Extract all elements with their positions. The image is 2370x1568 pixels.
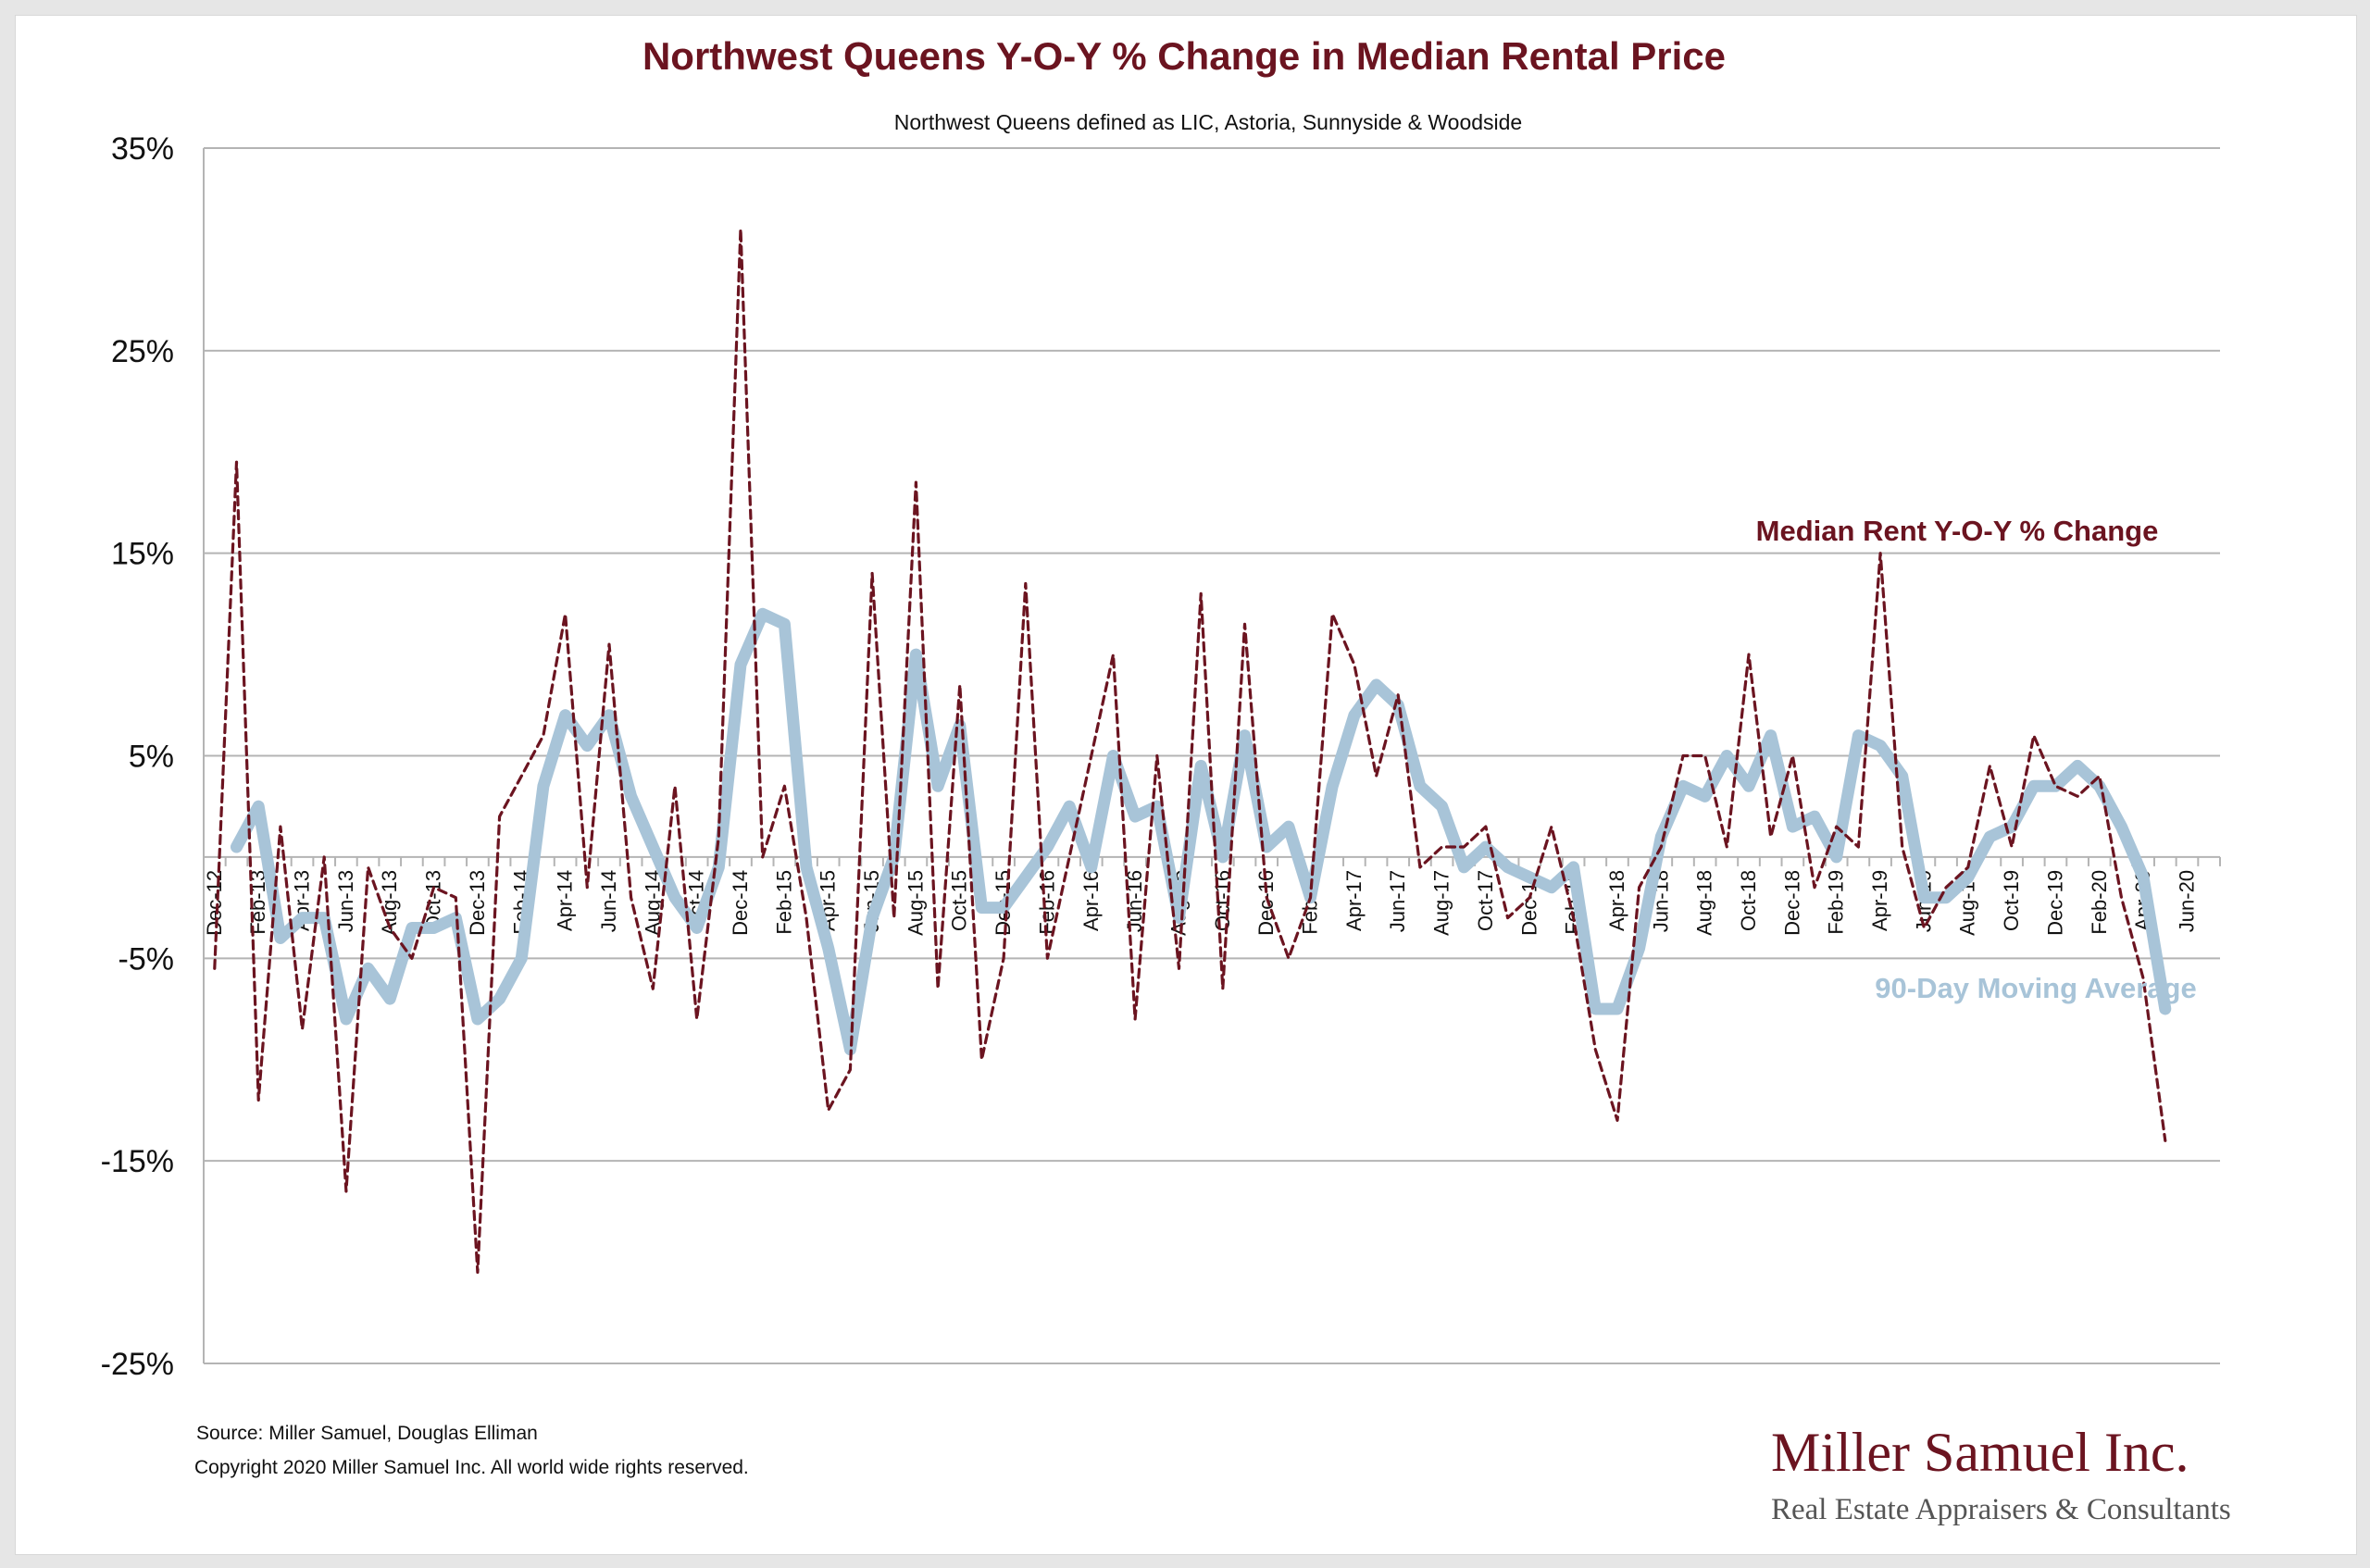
series-lines <box>213 227 2172 1275</box>
x-tick-label: Dec-16 <box>1254 870 1278 936</box>
y-tick-label: 35% <box>111 131 174 167</box>
x-tick-label: Aug-17 <box>1430 870 1453 936</box>
source-text: Source: Miller Samuel, Douglas Elliman <box>196 1423 538 1444</box>
x-tick-label: Aug-15 <box>904 870 927 936</box>
x-tick-label: Oct-16 <box>1211 870 1234 931</box>
x-tick-label: Oct-15 <box>948 870 971 931</box>
x-tick-label: Dec-18 <box>1780 870 1803 936</box>
series-line-median-rent <box>213 227 2167 1275</box>
x-tick-label: Jun-20 <box>2175 870 2198 932</box>
chart-svg: Northwest Queens Y-O-Y % Change in Media… <box>101 34 2231 1526</box>
x-tick-label: Jun-14 <box>597 870 620 932</box>
chart-frame: Northwest Queens Y-O-Y % Change in Media… <box>15 15 2357 1555</box>
x-tick-label: Apr-19 <box>1868 870 1891 931</box>
annotation-median-rent: Median Rent Y-O-Y % Change <box>1756 515 2159 547</box>
x-tick-label: Dec-14 <box>729 870 752 936</box>
x-tick-label: Dec-12 <box>203 870 226 936</box>
y-tick-label: 25% <box>111 334 174 369</box>
x-tick-label: Apr-14 <box>554 870 577 931</box>
chart-title: Northwest Queens Y-O-Y % Change in Media… <box>642 34 1726 78</box>
gridlines <box>203 147 2220 1364</box>
y-tick-label: 15% <box>111 537 174 572</box>
x-tick-label: Feb-20 <box>2088 870 2111 935</box>
x-tick-label: Feb-16 <box>1035 870 1058 935</box>
x-tick-label: Feb-15 <box>772 870 795 935</box>
x-tick-label: Dec-19 <box>2043 870 2066 936</box>
y-tick-label: -5% <box>118 941 174 977</box>
x-tick-label: Aug-14 <box>641 870 664 936</box>
annotation-moving-average: 90-Day Moving Average <box>1875 972 2196 1004</box>
copyright-text: Copyright 2020 Miller Samuel Inc. All wo… <box>194 1457 749 1478</box>
x-tick-label: Apr-18 <box>1605 870 1628 931</box>
x-tick-label: Apr-16 <box>1079 870 1103 931</box>
y-tick-label: -15% <box>101 1144 174 1179</box>
series-line-moving-average <box>231 607 2172 1056</box>
x-tick-label: Feb-19 <box>1825 870 1848 935</box>
x-tick-label: Dec-13 <box>466 870 489 936</box>
x-tick-label: Oct-19 <box>2000 870 2023 931</box>
y-tick-label: 5% <box>129 740 174 775</box>
x-tick-label: Oct-18 <box>1737 870 1760 931</box>
x-tick-label: Aug-18 <box>1693 870 1716 936</box>
logo-name: Miller Samuel Inc. <box>1771 1422 2189 1483</box>
x-tick-label: Apr-17 <box>1342 870 1366 931</box>
x-tick-label: Jun-13 <box>334 870 357 932</box>
x-tick-label: Oct-17 <box>1474 870 1497 931</box>
x-tick-label: Jun-17 <box>1386 870 1409 932</box>
y-axis-ticks: 35% 25% 15% 5% -5% -15% -25% <box>101 131 174 1382</box>
chart-subtitle: Northwest Queens defined as LIC, Astoria… <box>894 110 1522 134</box>
y-tick-label: -25% <box>101 1347 174 1382</box>
logo-tagline: Real Estate Appraisers & Consultants <box>1771 1493 2231 1526</box>
